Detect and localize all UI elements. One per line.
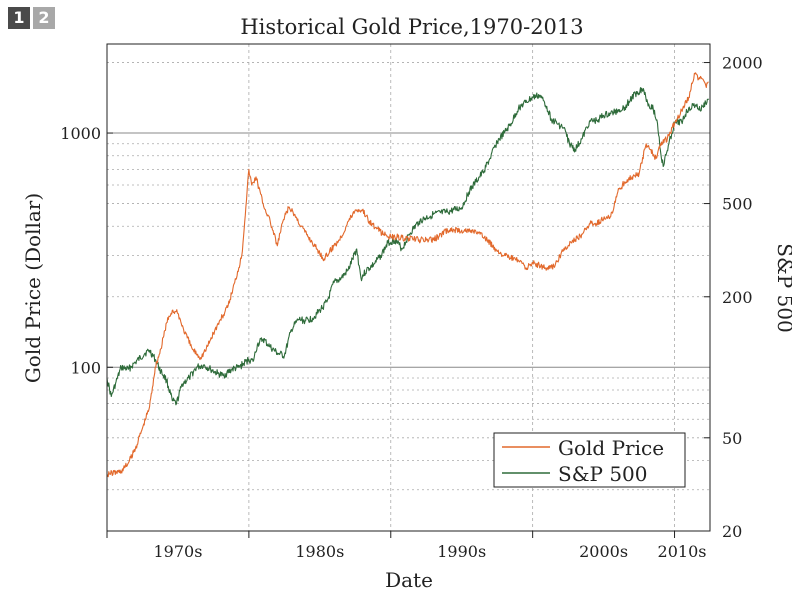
x-tick-label: 1970s (153, 542, 202, 561)
x-tick-label: 2010s (658, 542, 707, 561)
y-tick-label-right: 20 (722, 522, 742, 541)
series-line-gold (106, 72, 709, 478)
x-tick-label: 1980s (295, 542, 344, 561)
chart-axes: 1970s 1980s 1990s 2000s 2010s 100 1000 20 50 200 5… (60, 54, 762, 561)
view-2-button[interactable]: 2 (33, 7, 55, 29)
y-axis-label-left: Gold Price (Dollar) (21, 193, 45, 383)
view-1-button[interactable]: 1 (8, 7, 30, 29)
chart-series (106, 72, 710, 478)
y-axis-label-right: S&P 500 (773, 243, 792, 333)
x-tick-label: 2000s (579, 542, 628, 561)
chart-legend: Gold Price S&P 500 (493, 432, 686, 488)
legend-box (493, 432, 686, 488)
series-line-sp500 (106, 87, 710, 406)
y-tick-label-right: 50 (722, 429, 742, 448)
y-tick-label-right: 500 (722, 195, 753, 214)
x-axis-label: Date (385, 568, 433, 592)
y-tick-label-left: 100 (70, 358, 101, 377)
chart-title: Historical Gold Price,1970-2013 (240, 15, 583, 39)
view-switcher: 1 2 (8, 7, 55, 29)
y-tick-label-left: 1000 (60, 124, 101, 143)
y-tick-label-right: 2000 (722, 54, 763, 73)
x-tick-label: 1990s (437, 542, 486, 561)
chart-grid (107, 44, 710, 532)
y-tick-label-right: 200 (722, 288, 753, 307)
legend-label-gold: Gold Price (558, 436, 664, 460)
plot-frame (106, 43, 711, 532)
legend-label-sp500: S&P 500 (558, 462, 648, 486)
